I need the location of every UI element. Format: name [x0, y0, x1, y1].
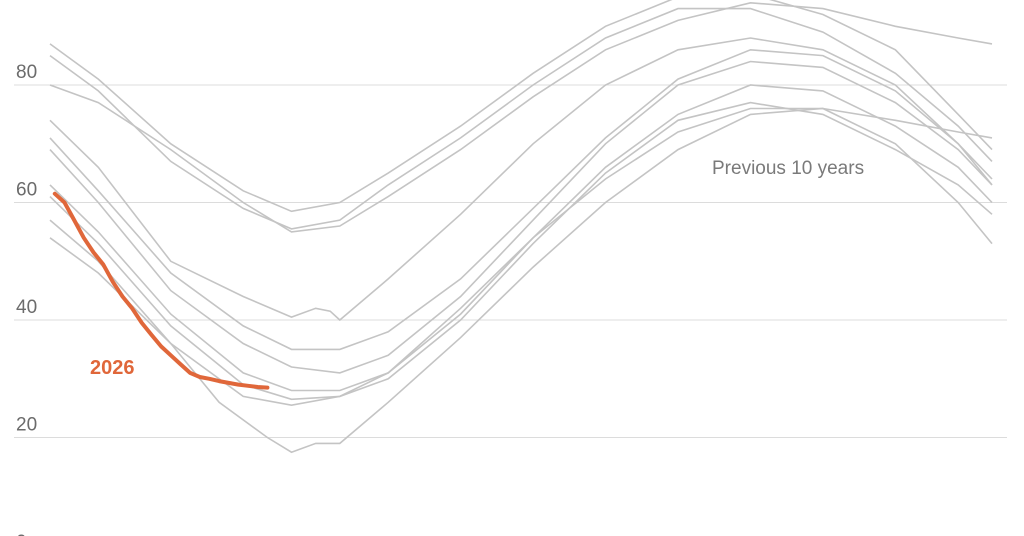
previous-years-series	[49, 0, 993, 454]
y-tick-label-60: 60	[16, 180, 37, 201]
current-year-series	[52, 191, 270, 390]
y-tick-label-80: 80	[16, 62, 37, 83]
current-year-line	[52, 191, 270, 390]
previous-year-line-2	[49, 7, 993, 230]
previous-year-line-10	[49, 107, 993, 454]
previous-year-line-9	[49, 107, 993, 407]
previous-year-line-6	[49, 60, 993, 374]
y-tick-label-40: 40	[16, 297, 37, 318]
previous-year-line-3	[49, 1, 993, 233]
y-tick-labels: 0 20 40 60 80	[16, 62, 37, 536]
previous-year-line-8	[49, 101, 993, 401]
previous-year-line-4	[49, 37, 993, 322]
previous-year-line-5	[49, 48, 993, 351]
previous-years-label: Previous 10 years	[712, 158, 864, 179]
y-tick-label-20: 20	[16, 415, 37, 436]
y-gridlines	[14, 84, 1007, 438]
previous-year-line-1	[49, 0, 993, 213]
current-year-label: 2026	[90, 357, 135, 379]
previous-year-line-7	[49, 84, 993, 392]
y-tick-label-0: 0	[16, 532, 27, 536]
